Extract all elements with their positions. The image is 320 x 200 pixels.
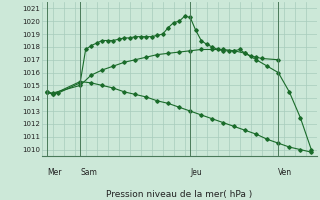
Text: Ven: Ven (278, 168, 292, 177)
Text: Pression niveau de la mer( hPa ): Pression niveau de la mer( hPa ) (106, 190, 252, 199)
Text: Mer: Mer (47, 168, 62, 177)
Text: Sam: Sam (80, 168, 97, 177)
Text: Jeu: Jeu (190, 168, 202, 177)
